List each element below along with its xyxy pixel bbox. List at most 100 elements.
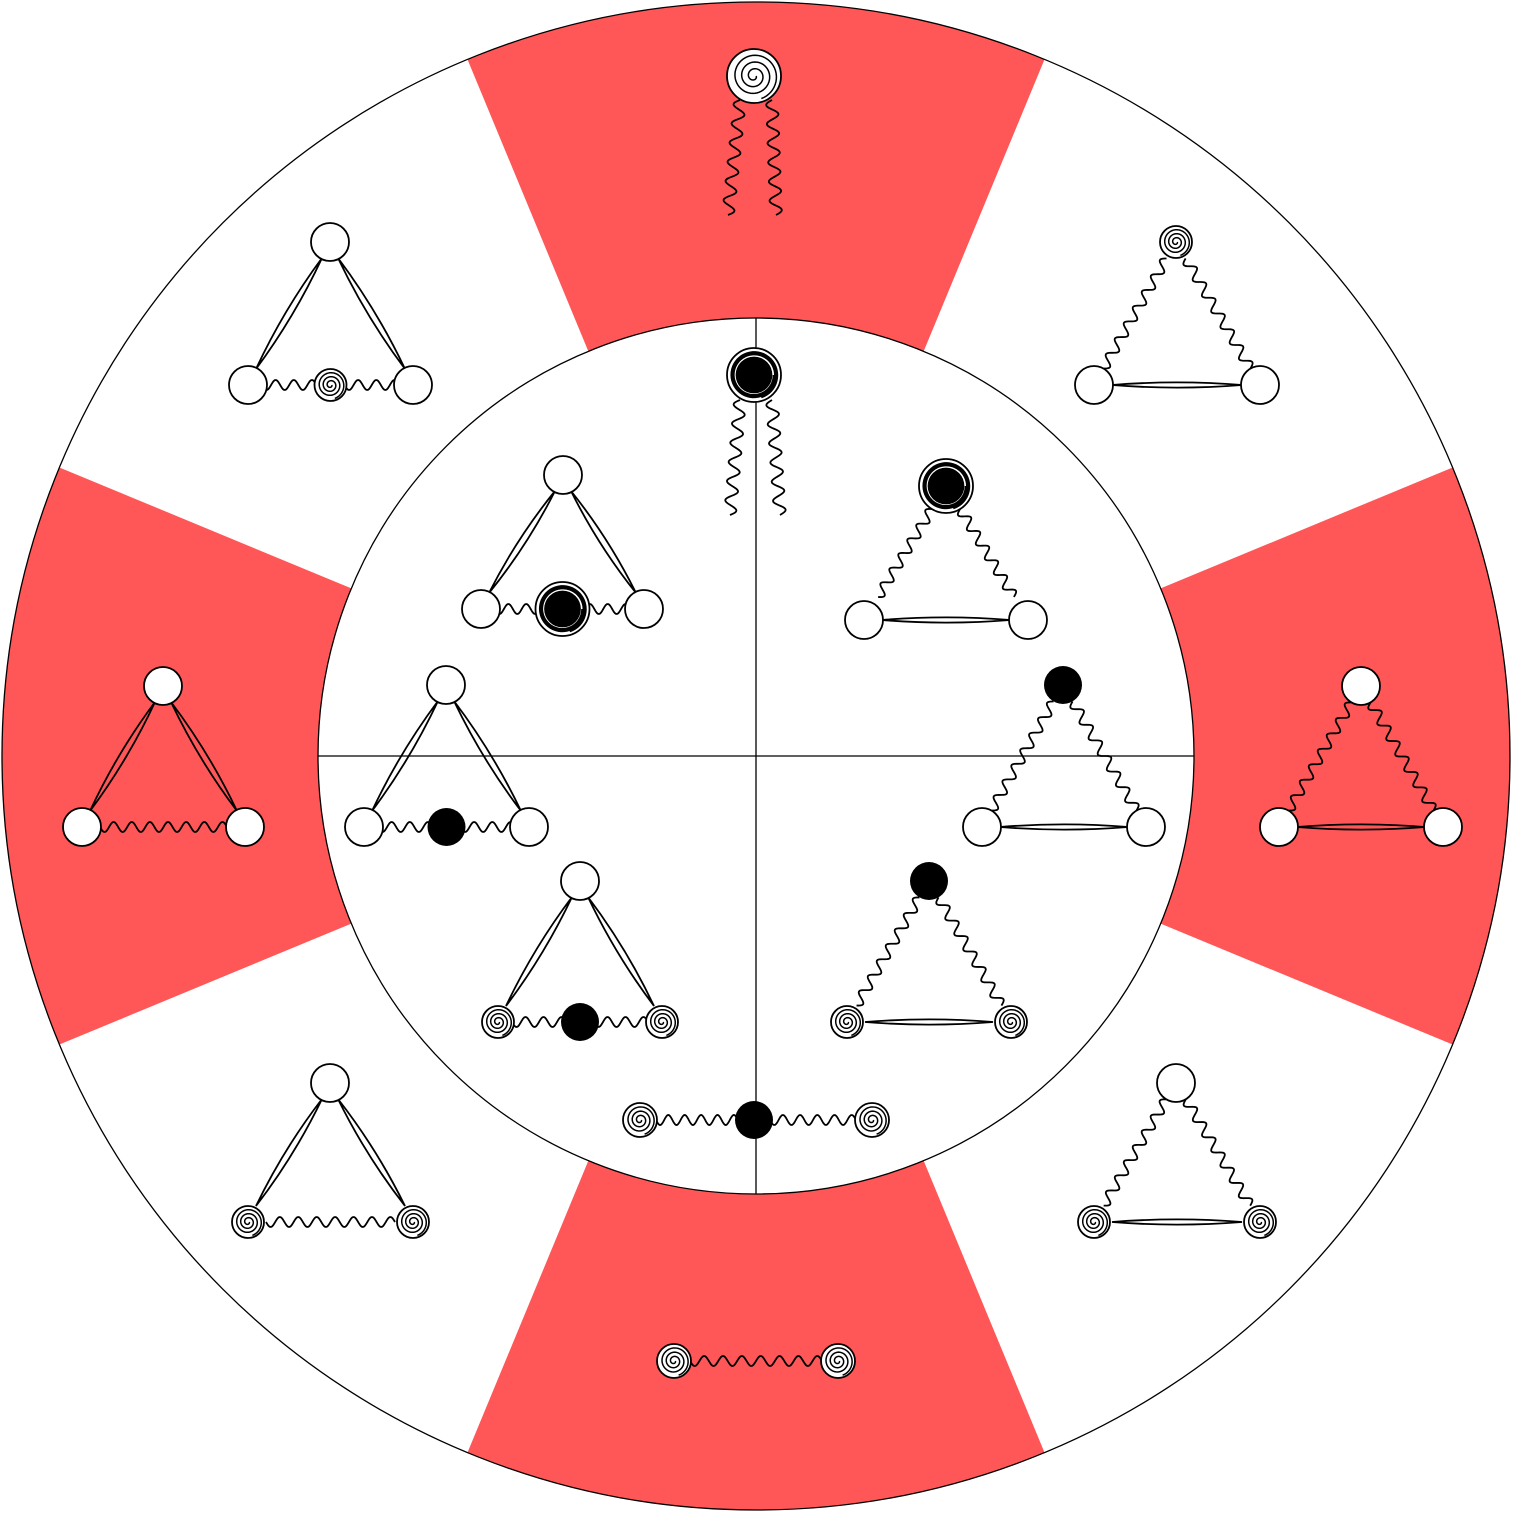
wavy-propagator <box>991 700 1054 812</box>
open-vertex <box>310 1063 350 1103</box>
spiral-icon <box>661 1347 689 1376</box>
outer-right-wavy-triangle <box>1259 666 1463 847</box>
black-vertex <box>427 808 466 846</box>
black-vertex <box>735 1101 773 1139</box>
open-vertex <box>624 589 664 629</box>
wavy-propagator <box>655 1114 739 1126</box>
wavy-propagator <box>511 1016 567 1028</box>
outer-bottom-right-wavy-triangle <box>1077 1063 1277 1239</box>
inner-bottom-spiral-black-spiral <box>622 1101 890 1139</box>
wavy-propagator <box>1182 257 1254 370</box>
spiral-icon <box>1247 1208 1275 1237</box>
spiral-icon <box>318 371 345 400</box>
spiral-icon <box>825 1347 853 1376</box>
open-vertex <box>461 589 501 629</box>
outer-top-left-double-triangle <box>228 222 433 405</box>
spiral-icon <box>922 462 971 510</box>
wavy-propagator <box>1367 701 1437 812</box>
wavy-propagator <box>878 508 932 598</box>
wavy-propagator <box>935 896 1005 1007</box>
wavy-propagator <box>722 99 746 216</box>
open-vertex <box>1423 807 1463 847</box>
black-vertex-core <box>544 590 581 628</box>
black-vertex <box>1044 666 1082 704</box>
open-vertex <box>1259 807 1299 847</box>
wavy-propagator <box>459 821 516 833</box>
black-vertex-core <box>735 356 773 394</box>
wavy-propagator <box>765 399 787 516</box>
wavy-propagator <box>261 379 318 391</box>
double-line-propagator <box>1111 1218 1243 1226</box>
double-line-propagator <box>505 896 573 1007</box>
open-vertex <box>1156 1063 1196 1103</box>
spiral-vertex-rim <box>726 48 782 104</box>
black-vertex <box>561 1003 599 1041</box>
open-vertex <box>844 600 884 640</box>
wavy-propagator <box>1069 700 1140 812</box>
open-vertex <box>426 665 466 705</box>
spiral-icon <box>998 1008 1026 1037</box>
inner-upper-right-wavy-triangle <box>844 458 1048 640</box>
inner-left-double-triangle <box>344 665 549 847</box>
inner-upper-left-double-triangle <box>461 455 664 637</box>
wavy-propagator <box>377 821 434 833</box>
wavy-propagator <box>1103 1098 1167 1207</box>
inner-lower-left-double-triangle <box>481 861 679 1041</box>
double-line-propagator <box>337 1098 406 1207</box>
open-vertex <box>344 807 384 847</box>
wavy-propagator <box>1288 701 1352 812</box>
black-vertex-core <box>927 467 965 505</box>
open-vertex <box>962 807 1002 847</box>
outer-top-right-wavy-triangle <box>1074 225 1280 405</box>
outer-bottom-left-double-triangle <box>231 1063 430 1239</box>
highlighted-sector-top <box>467 2 1045 352</box>
outer-top-two-line-spiral-vertex <box>722 48 783 216</box>
open-vertex <box>543 455 583 495</box>
feynman-diagrams <box>62 48 1463 1379</box>
open-vertex <box>1240 365 1280 405</box>
spiral-icon <box>730 351 779 399</box>
double-line-propagator <box>864 1018 994 1026</box>
inner-top-two-line-black-spiral <box>724 347 787 516</box>
highlighted-sector-bottom <box>467 1160 1045 1510</box>
wavy-propagator <box>1103 257 1167 370</box>
open-vertex <box>143 666 183 706</box>
double-line-propagator <box>255 1098 323 1207</box>
inner-right-wavy-triangle <box>962 666 1166 847</box>
open-vertex <box>1126 807 1166 847</box>
black-vertex <box>910 862 948 900</box>
spiral-icon <box>1081 1208 1109 1237</box>
wavy-propagator <box>724 399 746 516</box>
spiral-icon <box>834 1008 862 1037</box>
highlighted-sector-right <box>1160 467 1510 1045</box>
double-line-propagator <box>255 257 323 370</box>
spiral-icon <box>538 585 587 633</box>
outer-bottom-spiral-wavy-spiral <box>656 1343 856 1379</box>
wavy-propagator <box>99 821 228 833</box>
wavy-propagator <box>956 508 1018 598</box>
open-vertex <box>228 365 268 405</box>
wavy-propagator <box>769 1114 857 1126</box>
spiral-icon <box>235 1208 263 1237</box>
open-vertex <box>509 807 549 847</box>
open-vertex <box>560 861 600 901</box>
open-vertex <box>310 222 350 262</box>
wavy-propagator <box>1182 1098 1254 1207</box>
double-line-propagator <box>587 896 655 1007</box>
spiral-icon <box>1163 228 1191 257</box>
wavy-propagator <box>593 1016 649 1028</box>
wavy-propagator <box>856 896 920 1007</box>
open-vertex <box>62 807 102 847</box>
open-vertex <box>393 365 433 405</box>
open-vertex <box>1008 600 1048 640</box>
open-vertex <box>1341 666 1381 706</box>
spiral-icon <box>859 1106 887 1135</box>
outer-left-double-triangle <box>62 666 265 847</box>
double-line-propagator <box>1111 381 1243 389</box>
open-vertex <box>225 807 265 847</box>
spiral-icon <box>627 1106 655 1135</box>
wavy-propagator <box>689 1355 823 1367</box>
